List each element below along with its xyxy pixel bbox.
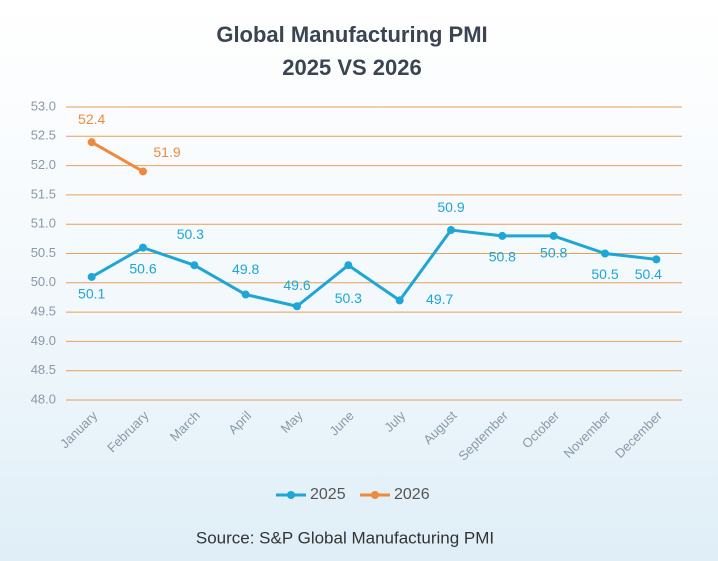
data-label: 49.8 bbox=[232, 261, 259, 277]
data-point bbox=[293, 302, 301, 311]
y-tick-label: 48.5 bbox=[31, 362, 56, 377]
data-label: 50.3 bbox=[335, 290, 362, 306]
chart-title: Global Manufacturing PMI bbox=[216, 22, 487, 47]
data-point bbox=[241, 290, 250, 299]
data-point bbox=[190, 261, 199, 270]
y-tick-label: 51.0 bbox=[31, 216, 56, 231]
data-point bbox=[87, 272, 96, 281]
data-label: 50.1 bbox=[78, 286, 105, 302]
chart-subtitle: 2025 VS 2026 bbox=[282, 55, 421, 80]
y-tick-label: 50.0 bbox=[31, 274, 56, 289]
y-tick-label: 52.5 bbox=[31, 128, 56, 143]
legend-label: 2025 bbox=[310, 486, 346, 503]
y-tick-label: 49.5 bbox=[31, 304, 56, 319]
data-label: 50.5 bbox=[591, 266, 618, 282]
data-point bbox=[447, 226, 455, 235]
data-point bbox=[652, 255, 661, 264]
data-point bbox=[344, 261, 353, 270]
series-line bbox=[90, 228, 657, 308]
data-point bbox=[601, 249, 609, 258]
data-point bbox=[139, 243, 147, 252]
data-label: 52.4 bbox=[78, 111, 105, 127]
data-label: 49.6 bbox=[283, 277, 310, 293]
data-point bbox=[549, 231, 558, 240]
legend-marker bbox=[287, 491, 295, 499]
y-tick-label: 50.5 bbox=[31, 245, 56, 260]
data-point bbox=[139, 167, 147, 176]
data-label: 50.8 bbox=[489, 249, 516, 265]
y-tick-label: 48.0 bbox=[31, 391, 56, 406]
data-label: 51.9 bbox=[153, 144, 180, 160]
data-point bbox=[87, 138, 96, 147]
y-tick-label: 52.0 bbox=[31, 157, 56, 172]
data-label: 50.9 bbox=[437, 199, 464, 215]
data-label: 50.8 bbox=[540, 245, 567, 261]
legend-label: 2026 bbox=[394, 486, 430, 503]
y-tick-label: 49.0 bbox=[31, 333, 56, 348]
data-label: 49.7 bbox=[426, 291, 453, 307]
series-line bbox=[90, 140, 144, 173]
data-label: 50.4 bbox=[635, 266, 662, 282]
source-note: Source: S&P Global Manufacturing PMI bbox=[196, 528, 494, 547]
data-point bbox=[395, 296, 404, 305]
data-label: 50.6 bbox=[129, 260, 156, 276]
y-tick-label: 53.0 bbox=[31, 98, 56, 113]
legend-marker bbox=[371, 491, 379, 499]
data-point bbox=[498, 231, 507, 240]
y-tick-label: 51.5 bbox=[31, 186, 56, 201]
data-label: 50.3 bbox=[177, 226, 204, 242]
